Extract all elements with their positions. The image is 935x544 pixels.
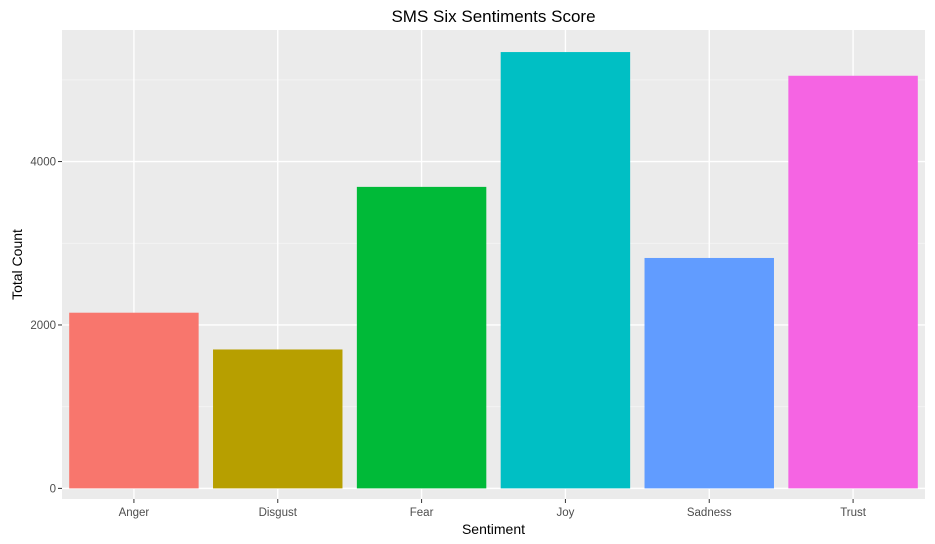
y-tick-label: 4000 [30,157,56,169]
y-axis-label: Total Count [9,229,25,300]
x-tick-label: Joy [556,507,574,519]
bar-anger [69,312,199,489]
minor-gridlines [62,79,925,408]
y-tick-label: 2000 [30,320,56,332]
x-tick-label: Anger [119,507,150,519]
x-tick-label: Sadness [687,507,732,519]
y-tick-label: 0 [50,483,56,495]
x-tick-label: Disgust [259,507,298,519]
x-axis-ticks: Anger Disgust Fear Joy Sadness Trust [119,499,867,519]
bar-disgust [213,349,343,489]
bar-joy [500,52,631,489]
x-tick-label: Trust [840,507,867,519]
bar-sadness [644,257,774,489]
y-axis-ticks: 0 2000 4000 [30,157,62,495]
chart-title: SMS Six Sentiments Score [391,7,595,26]
x-tick-label: Fear [410,507,434,519]
bars-group [69,52,918,489]
bar-fear [356,186,487,489]
x-axis-label: Sentiment [462,521,525,537]
bar-trust [788,75,918,489]
plot-panel [62,30,925,499]
